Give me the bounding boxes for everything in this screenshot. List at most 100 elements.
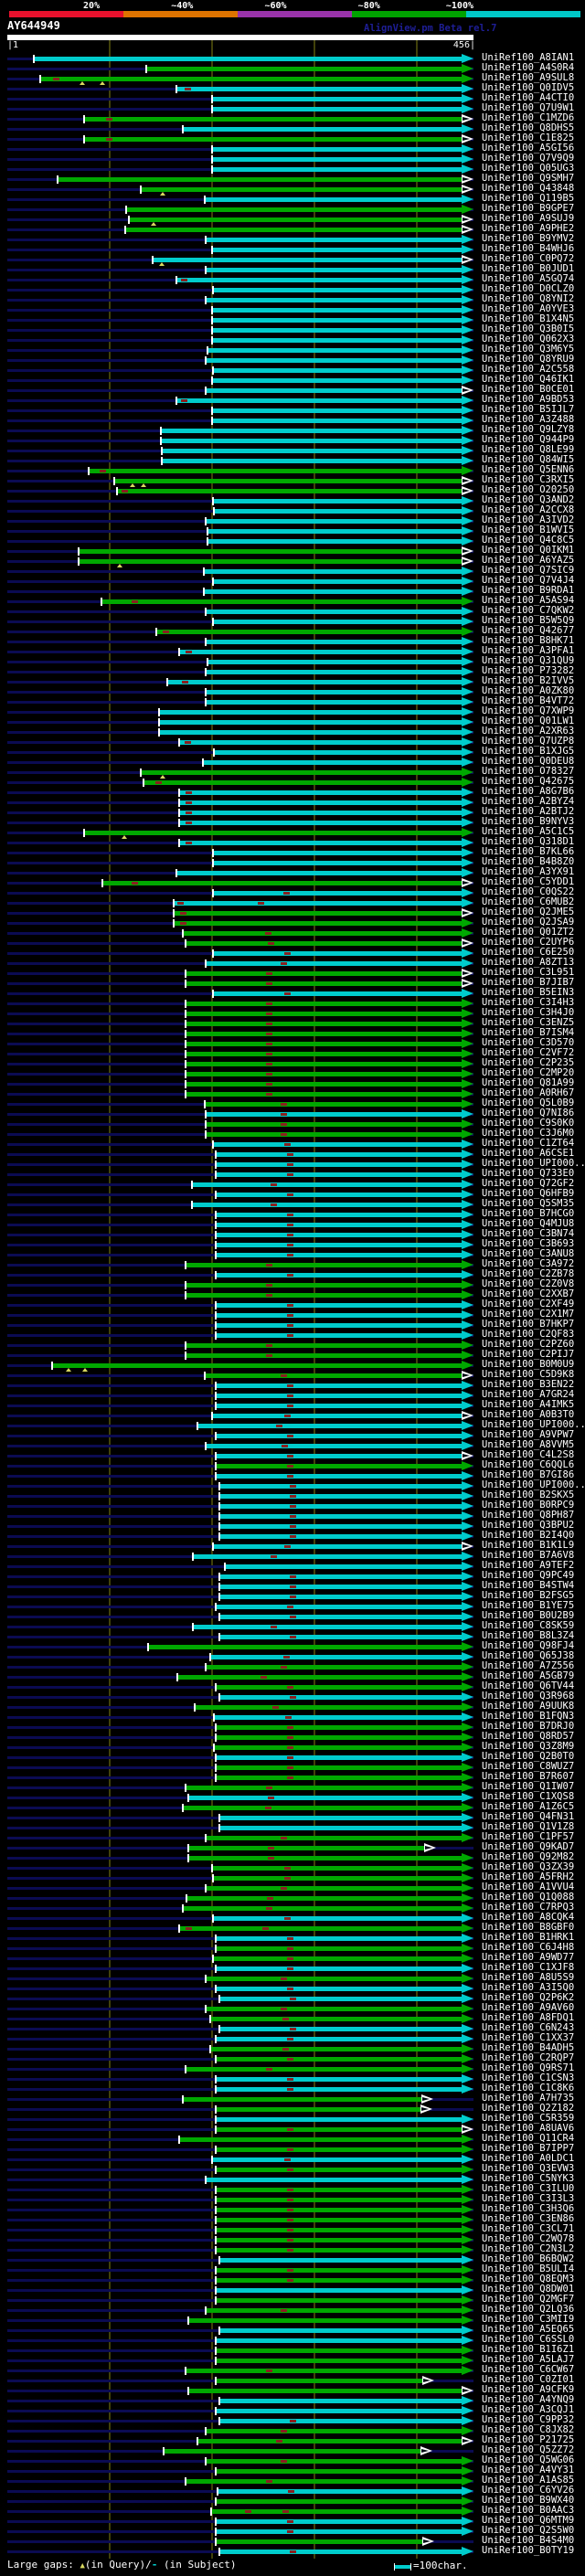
hit-bar — [212, 147, 462, 152]
hit-bar — [186, 2479, 462, 2484]
hit-bar — [179, 800, 462, 805]
hit-arrow — [462, 74, 473, 83]
hit-arrow — [462, 858, 473, 867]
hit-label: UniRef100_Q0IKM1 — [482, 545, 575, 556]
hit-bar — [219, 1534, 462, 1539]
subject-gap-mark — [265, 2369, 272, 2372]
hit-bar — [212, 107, 462, 111]
hit-bar — [186, 1283, 462, 1288]
hit-bar — [79, 559, 462, 564]
subject-gap-mark — [289, 2420, 296, 2422]
hit-start-tick — [211, 407, 214, 415]
hit-label: UniRef100_A8G7B6 — [482, 786, 575, 797]
hit-arrow — [462, 1964, 473, 1973]
hit-bar — [219, 2328, 462, 2333]
hit-start-tick — [214, 2075, 217, 2083]
key-segment — [238, 11, 352, 17]
hit-start-tick — [204, 1100, 207, 1108]
hit-bar — [215, 2469, 462, 2474]
hit-start-tick — [178, 738, 181, 747]
subject-gap-mark — [262, 1927, 270, 1930]
hit-arrow-open-fill — [463, 1544, 470, 1548]
hit-bar — [206, 519, 462, 524]
hit-start-tick — [205, 236, 207, 244]
hit-start-tick — [218, 1512, 221, 1521]
hit-arrow — [462, 1461, 473, 1470]
hit-label: UniRef100_C3L951 — [482, 967, 575, 978]
hit-bar — [197, 2439, 462, 2443]
subject-gap-mark — [287, 1234, 294, 1236]
subject-gap-mark — [287, 2209, 294, 2211]
hit-arrow — [462, 888, 473, 897]
hit-bar — [219, 1574, 462, 1579]
subject-gap-mark — [121, 490, 128, 493]
hit-arrow — [462, 1813, 473, 1822]
subject-gap-mark — [289, 1535, 296, 1538]
hit-start-tick — [214, 1985, 217, 1993]
hit-bar — [219, 1504, 462, 1509]
hit-bar — [217, 2489, 462, 2494]
hit-label: UniRef100_Q2LQ36 — [482, 2304, 575, 2315]
hit-bar — [161, 439, 462, 443]
hit-start-tick — [51, 1362, 54, 1370]
hit-arrow — [462, 1471, 473, 1480]
query-gap-mark — [100, 81, 106, 85]
hit-start-tick — [206, 658, 208, 666]
hit-start-tick — [214, 1402, 217, 1410]
hit-start-tick — [206, 346, 208, 355]
hit-label: UniRef100_A5GI56 — [482, 143, 575, 154]
hit-label: UniRef100_Q3BPU2 — [482, 1520, 575, 1531]
hit-label: UniRef100_A4YNQ9 — [482, 2394, 575, 2405]
hit-start-tick — [212, 286, 215, 294]
hit-label: UniRef100_B5W5Q9 — [482, 615, 575, 626]
hit-start-tick — [185, 1341, 187, 1350]
hit-arrow — [462, 1763, 473, 1772]
hit-arrow — [462, 305, 473, 314]
hit-bar — [213, 288, 462, 292]
hit-bar — [212, 378, 462, 383]
key-segment — [352, 11, 466, 17]
hit-label: UniRef100_A9SUL8 — [482, 72, 575, 83]
hit-bar — [215, 2117, 462, 2122]
hit-start-tick — [187, 1844, 190, 1852]
hit-label: UniRef100_B0U2B9 — [482, 1610, 575, 1621]
hit-label: UniRef100_Q3EVW3 — [482, 2163, 575, 2174]
hit-arrow — [462, 1632, 473, 1641]
hit-bar — [215, 1755, 462, 1760]
hit-label: UniRef100_B5EIN3 — [482, 987, 575, 998]
key-segment — [123, 11, 238, 17]
subject-gap-mark — [280, 1837, 287, 1839]
hit-start-tick — [214, 2467, 217, 2475]
hit-label: UniRef100_B8L3Z4 — [482, 1630, 575, 1641]
hit-label: UniRef100_Q2MGF7 — [482, 2294, 575, 2305]
hit-label: UniRef100_A5FRH2 — [482, 1871, 575, 1882]
hit-start-tick — [218, 2327, 221, 2335]
hit-bar — [186, 1002, 462, 1006]
hit-start-tick — [160, 437, 163, 445]
hit-start-tick — [218, 2417, 221, 2425]
hit-arrow-open-fill — [463, 258, 470, 261]
subject-gap-mark — [287, 2038, 294, 2041]
hit-arrow — [462, 1089, 473, 1098]
hit-label: UniRef100_A8CQK4 — [482, 1912, 575, 1923]
hit-arrow — [462, 1150, 473, 1159]
hit-label: UniRef100_Q4FN31 — [482, 1811, 575, 1822]
hit-bar — [206, 1132, 462, 1137]
hit-bar — [113, 479, 462, 483]
hit-label: UniRef100_B7HCG0 — [482, 1208, 575, 1219]
hit-label: UniRef100_A5C1C5 — [482, 826, 575, 837]
hit-arrow — [462, 1582, 473, 1591]
hit-start-tick — [214, 2226, 217, 2234]
hit-start-tick — [178, 799, 181, 807]
hit-label: UniRef100_Q2JME5 — [482, 906, 575, 917]
hit-label: UniRef100_C1C8K6 — [482, 2083, 575, 2094]
subject-gap-mark — [271, 1626, 278, 1628]
hit-start-tick — [212, 849, 215, 857]
hit-arrow — [462, 2215, 473, 2224]
hit-arrow — [462, 667, 473, 676]
hit-label: UniRef100_A3PFA1 — [482, 645, 575, 656]
hit-bar — [146, 67, 462, 71]
hit-arrow — [462, 1190, 473, 1199]
hit-start-tick — [205, 2427, 207, 2435]
hit-bar — [215, 1313, 462, 1318]
